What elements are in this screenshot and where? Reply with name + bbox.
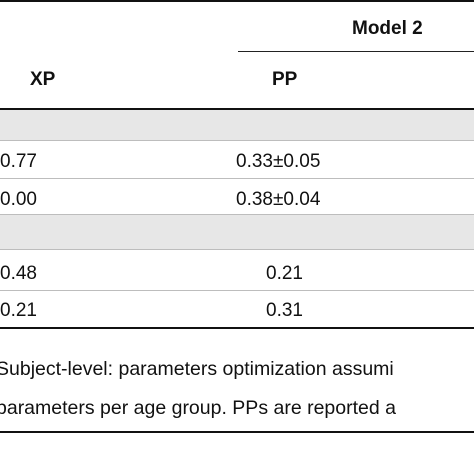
row-divider — [0, 140, 474, 141]
row-divider — [0, 214, 474, 215]
row-divider — [0, 290, 474, 291]
table-top-rule — [0, 0, 474, 2]
section-row — [0, 110, 474, 140]
header-rule — [0, 108, 474, 110]
row-divider — [0, 178, 474, 179]
group-header-underline — [238, 51, 474, 52]
table-cell-xp: 0.48 — [0, 263, 37, 284]
table-cell-pp: 0.38±0.04 — [236, 189, 321, 210]
table-cell-xp: 0.00 — [0, 189, 37, 210]
table-cell-xp: 0.21 — [0, 300, 37, 321]
table-cell-xp: 0.77 — [0, 151, 37, 172]
column-header-xp: XP — [30, 69, 56, 90]
column-header-pp: PP — [272, 69, 298, 90]
row-divider — [0, 249, 474, 250]
section-row — [0, 215, 474, 249]
model-group-header: Model 2 — [352, 18, 423, 39]
table-cell-pp: 0.21 — [266, 263, 303, 284]
table-cell-pp: 0.33±0.05 — [236, 151, 321, 172]
table-bottom-rule — [0, 327, 474, 329]
caption-bottom-rule — [0, 431, 474, 433]
caption-line-1: Subject-level: parameters optimization a… — [0, 358, 394, 380]
caption-line-2: parameters per age group. PPs are report… — [0, 397, 396, 419]
table-cell-pp: 0.31 — [266, 300, 303, 321]
